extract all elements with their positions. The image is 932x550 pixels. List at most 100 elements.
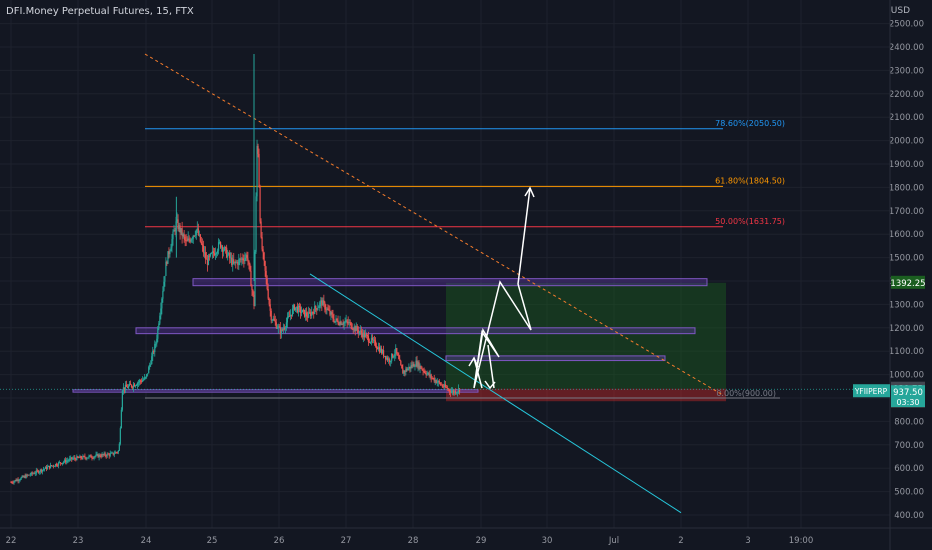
candle-body xyxy=(196,228,198,230)
candle-body xyxy=(108,454,110,456)
candle-body xyxy=(10,482,12,484)
candle-body xyxy=(138,380,141,383)
candle-body xyxy=(302,309,304,313)
candle-body xyxy=(224,247,226,251)
candle-body xyxy=(158,323,160,328)
x-tick-label: 29 xyxy=(476,536,487,546)
candle-body xyxy=(181,228,183,237)
candle-body xyxy=(13,481,15,483)
candle-body xyxy=(257,145,259,154)
sr-zone xyxy=(72,389,479,393)
x-tick-label: 30 xyxy=(542,536,553,546)
candle-body xyxy=(397,353,399,356)
candle-body xyxy=(326,308,328,310)
candle-body xyxy=(371,337,374,341)
candle-body xyxy=(258,153,260,187)
candle-body xyxy=(143,379,145,381)
candle-body xyxy=(155,343,157,345)
candle-body xyxy=(332,314,334,319)
candles xyxy=(10,54,461,485)
candle-body xyxy=(103,453,105,455)
candle-body xyxy=(120,409,122,429)
candle-body xyxy=(77,456,79,458)
candle-body xyxy=(374,340,377,347)
candle-body xyxy=(343,322,345,325)
y-tick-label: 1000.00 xyxy=(889,371,924,381)
candle-body xyxy=(197,228,199,235)
y-tick-label: 2400.00 xyxy=(889,43,924,53)
y-tick-label: 700.00 xyxy=(894,441,924,451)
candle-body xyxy=(279,327,281,335)
candle-body xyxy=(295,306,298,308)
candle-body xyxy=(340,321,342,325)
candle-body xyxy=(335,318,337,321)
candle-body xyxy=(106,453,108,457)
candle-body xyxy=(239,258,241,260)
candle-body xyxy=(44,466,47,469)
candle-body xyxy=(18,480,20,481)
candle-body xyxy=(312,311,314,313)
candle-body xyxy=(249,263,251,271)
candle-body xyxy=(213,253,216,256)
candle-body xyxy=(166,261,168,264)
candle-body xyxy=(136,382,139,386)
candle-body xyxy=(292,305,295,309)
candle-body xyxy=(323,300,325,303)
candle-body xyxy=(413,363,415,367)
candle-body xyxy=(188,238,190,241)
candle-body xyxy=(330,312,332,315)
fib-level-label: 78.60%(2050.50) xyxy=(715,119,785,128)
candle-body xyxy=(64,459,66,462)
candle-body xyxy=(387,357,389,361)
candle-body xyxy=(11,482,13,484)
candle-body xyxy=(448,389,451,392)
candle-body xyxy=(71,457,73,460)
candle-body xyxy=(150,364,152,365)
candle-body xyxy=(259,186,261,222)
candle-body xyxy=(237,261,239,265)
candle-body xyxy=(434,380,436,382)
y-tick-label: 800.00 xyxy=(894,417,924,427)
candle-body xyxy=(178,225,180,230)
candle-body xyxy=(451,390,454,392)
candle-body xyxy=(78,457,80,459)
candle-body xyxy=(304,309,306,317)
candle-body xyxy=(218,242,221,243)
candle-body xyxy=(299,307,302,313)
candle-body xyxy=(270,310,272,321)
candle-body xyxy=(425,373,427,375)
candle-body xyxy=(359,330,361,332)
candle-body xyxy=(151,356,153,365)
candle-body xyxy=(34,473,36,474)
candle-body xyxy=(344,321,346,323)
candle-body xyxy=(212,251,215,254)
candle-body xyxy=(153,350,155,353)
last-price-label: 937.50 xyxy=(893,388,923,398)
candle-body xyxy=(222,246,224,252)
candle-body xyxy=(404,370,406,372)
candle-body xyxy=(246,255,248,259)
candle-body xyxy=(300,312,303,313)
y-tick-label: 2300.00 xyxy=(889,66,924,76)
candle-body xyxy=(393,356,395,358)
candle-body xyxy=(415,360,417,367)
candle-body xyxy=(307,316,309,318)
candle-body xyxy=(417,362,419,367)
candle-body xyxy=(367,336,370,342)
candle-body xyxy=(392,353,394,358)
candle-body xyxy=(167,251,169,264)
candle-body xyxy=(42,469,44,471)
candle-body xyxy=(442,386,444,388)
candle-body xyxy=(198,234,200,236)
x-tick-label: 26 xyxy=(274,536,285,546)
candle-body xyxy=(17,479,19,481)
candle-body xyxy=(255,196,257,252)
candle-body xyxy=(412,363,414,367)
candle-body xyxy=(38,471,40,473)
y-tick-label: 1800.00 xyxy=(889,183,924,193)
candle-body xyxy=(449,391,452,393)
candle-body xyxy=(93,456,95,459)
candle-body xyxy=(319,302,321,307)
candle-body xyxy=(385,355,387,360)
candle-body xyxy=(241,258,243,260)
